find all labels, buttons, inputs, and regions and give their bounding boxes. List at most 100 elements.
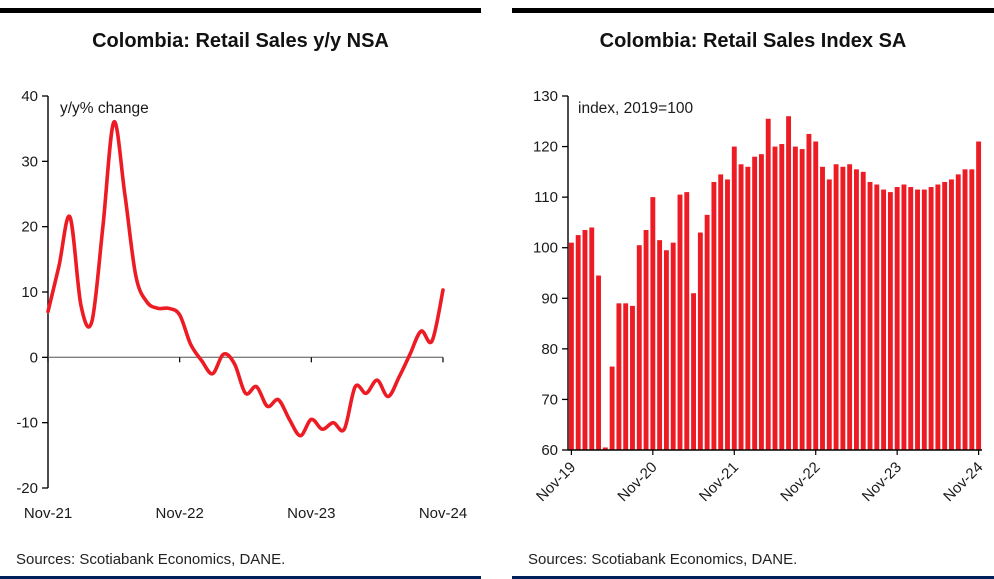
y-tick-label: 80 [541, 341, 558, 358]
bar [725, 179, 730, 450]
card-top-border [0, 8, 481, 13]
chart-card-retail-sales-index: Colombia: Retail Sales Index SA 60 70 80 90… [512, 0, 994, 579]
bar [881, 189, 887, 450]
y-tick-label: 90 [541, 290, 558, 307]
bar [596, 275, 601, 450]
y-tick-label: -10 [16, 415, 38, 432]
bar [867, 181, 873, 450]
bar [799, 149, 805, 450]
bar [887, 192, 893, 450]
y-tick-label: 120 [533, 139, 558, 156]
axis-annotation: index, 2019=100 [578, 100, 693, 117]
y-tick-label: 40 [21, 88, 38, 105]
y-tick-label: 100 [533, 240, 558, 257]
x-tick-label: Nov-24 [419, 505, 467, 522]
bar [854, 169, 859, 450]
y-tick-label: 60 [541, 442, 558, 459]
x-tick-label: Nov-22 [777, 459, 823, 505]
spacer [0, 530, 481, 551]
axis-annotation: y/y% change [60, 100, 149, 117]
bar [826, 179, 832, 450]
card-bottom-border [0, 576, 481, 579]
y-tick-label: 70 [541, 391, 558, 408]
x-tick-label: Nov-21 [24, 505, 72, 522]
line-chart-retail-sales-yoy: -20 -10 0 10 20 30 40 Nov-21 Nov-22 Nov-23 Nov-24 y… [16, 88, 467, 522]
bar [623, 303, 629, 450]
bar [752, 156, 758, 450]
bar [976, 141, 982, 450]
bar [630, 305, 635, 450]
bar [894, 187, 900, 450]
y-tick-label: 10 [21, 284, 38, 301]
bar [955, 174, 961, 450]
card-bottom-border [512, 576, 994, 579]
bar [568, 242, 574, 450]
x-tick-label: Nov-24 [940, 459, 986, 505]
x-tick-label: Nov-22 [155, 505, 203, 522]
bar [786, 116, 792, 451]
x-tick-label: Nov-19 [533, 459, 579, 505]
bar [840, 166, 846, 451]
y-tick-label: 110 [534, 189, 558, 206]
bar [921, 189, 927, 450]
bar [758, 154, 764, 450]
x-tick-label: Nov-23 [859, 459, 905, 505]
x-tick-label: Nov-20 [614, 459, 660, 505]
chart-title: Colombia: Retail Sales y/y NSA [92, 30, 389, 52]
bar [962, 169, 968, 450]
bar [657, 240, 663, 450]
bar [820, 166, 825, 451]
bar [860, 171, 866, 451]
bar-chart-retail-sales-index: 60 70 80 90 100 110 120 130 Nov-19 Nov-20 Nov-21 No… [533, 88, 986, 505]
bar [650, 197, 656, 450]
x-tick-label: Nov-23 [287, 505, 335, 522]
bar [670, 242, 676, 450]
y-tick-label: 30 [21, 153, 38, 170]
bar [928, 187, 934, 450]
sources-note: Sources: Scotiabank Economics, DANE. [16, 551, 286, 568]
bar [684, 192, 690, 450]
chart-card-retail-sales-yoy: Colombia: Retail Sales y/y NSA -20 -10 0 10… [0, 0, 481, 579]
bar [847, 164, 853, 450]
bar [745, 166, 751, 451]
spacer [512, 530, 994, 551]
bar [738, 164, 744, 450]
bar [704, 214, 710, 450]
line-series [46, 120, 445, 438]
bar [901, 184, 907, 450]
bar [942, 181, 948, 450]
bar [697, 232, 703, 450]
bar [711, 181, 717, 450]
bar [915, 189, 920, 450]
bar [718, 174, 724, 450]
bar [643, 230, 649, 450]
bar [806, 133, 812, 450]
bar [616, 303, 622, 450]
y-tick-label: -20 [16, 480, 38, 497]
bar [935, 184, 941, 450]
bar [609, 366, 615, 450]
bar [663, 250, 669, 450]
bar [908, 187, 914, 450]
bar [779, 144, 785, 450]
chart-title: Colombia: Retail Sales Index SA [599, 30, 907, 52]
bar [765, 118, 771, 450]
bar [792, 146, 798, 450]
bar [582, 230, 588, 450]
y-tick-label: 0 [30, 349, 38, 366]
bar [874, 184, 880, 450]
bar [602, 447, 608, 450]
bar [677, 194, 683, 450]
y-tick-label: 20 [21, 219, 38, 236]
y-tick-label: 130 [533, 88, 558, 105]
bar [575, 235, 581, 450]
bar [772, 146, 778, 450]
bar [731, 146, 737, 450]
card-top-border [512, 8, 994, 13]
x-tick-label: Nov-21 [696, 459, 742, 505]
bar [691, 293, 696, 450]
bar [636, 245, 642, 450]
bar [969, 169, 975, 450]
bar [949, 179, 954, 450]
